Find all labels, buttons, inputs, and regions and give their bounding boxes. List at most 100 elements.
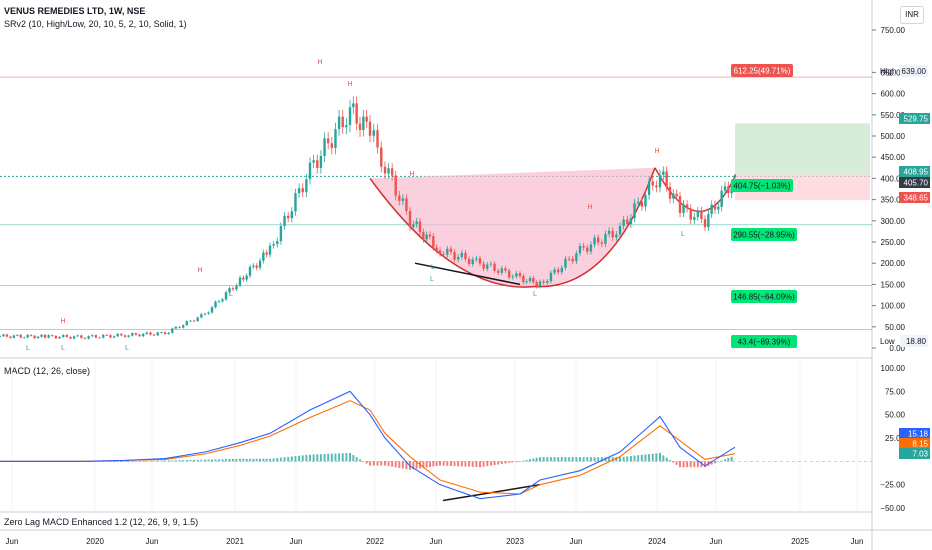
candle-body (61, 335, 65, 337)
candle-body (160, 332, 163, 334)
candle-body (560, 267, 564, 273)
macd-histogram-bar (283, 457, 286, 462)
target-label-bg (731, 64, 793, 77)
macd-histogram-bar (362, 461, 365, 462)
candle-body (504, 268, 507, 271)
candle-body (235, 285, 238, 290)
macd-histogram-bar (309, 454, 311, 462)
macd-histogram-bar (626, 456, 629, 462)
candle-body (496, 270, 500, 273)
candle-body (19, 334, 22, 338)
candle-body (178, 326, 181, 328)
low-marker: L (61, 345, 65, 352)
macd-histogram-bar (189, 459, 192, 462)
currency-badge[interactable]: INR (900, 6, 924, 24)
macd-histogram-bar (582, 457, 585, 462)
macd-histogram-bar (412, 461, 415, 470)
macd-histogram-bar (429, 461, 431, 467)
candle-body (593, 237, 596, 245)
candle-body (655, 185, 658, 188)
macd-histogram-bar (145, 460, 148, 462)
candle-body (358, 123, 362, 131)
time-tick-label: Jun (6, 537, 19, 546)
candle-body (365, 116, 368, 122)
macd-histogram-bar (532, 458, 535, 462)
candle-body (138, 334, 141, 337)
macd-histogram-bar (142, 460, 145, 462)
candle-body (622, 219, 625, 227)
macd-tick-label: 100.00 (881, 364, 906, 373)
price-tick-label: 500.00 (881, 132, 906, 141)
macd-histogram-bar (669, 460, 671, 462)
candle-body (152, 334, 156, 336)
candle-body (12, 335, 16, 338)
candle-body (401, 198, 405, 201)
candle-body (689, 208, 692, 220)
macd-tick-label: 25.00 (885, 434, 906, 443)
candle-body (618, 226, 622, 235)
high-marker: H (347, 81, 352, 88)
macd-histogram-bar (323, 454, 326, 462)
macd-histogram-bar (255, 458, 258, 462)
candle-body (678, 196, 682, 213)
candle-body (181, 325, 185, 328)
macd-histogram-bar (655, 453, 658, 462)
macd-histogram-bar (232, 458, 234, 462)
candle-body (538, 281, 542, 287)
price-tag-bg (899, 448, 930, 459)
candle-body (231, 288, 235, 290)
candle-body (94, 335, 98, 338)
candle-body (589, 244, 593, 252)
macd-histogram-bar (116, 461, 119, 462)
macd-histogram-bar (242, 458, 245, 462)
candle-body (105, 334, 109, 336)
candle-body (546, 281, 549, 283)
price-tag-bg (899, 428, 930, 439)
candle-body (83, 337, 87, 339)
macd-histogram-bar (482, 461, 485, 467)
macd-histogram-bar (235, 458, 238, 462)
macd-histogram-bar (149, 460, 152, 462)
macd-label[interactable]: MACD (12, 26, close) (4, 366, 91, 376)
candle-body (368, 121, 372, 136)
candle-body (604, 233, 607, 244)
candle-body (283, 215, 286, 226)
candle-body (408, 211, 412, 228)
candle-body (390, 168, 394, 176)
price-tag: 15.18 (908, 430, 929, 439)
macd-histogram-bar (204, 459, 206, 462)
candle-body (252, 265, 255, 267)
macd-histogram-bar (120, 461, 123, 462)
candle-body (316, 160, 319, 168)
zlmacd-label[interactable]: Zero Lag MACD Enhanced 1.2 (12, 26, 9, 9… (4, 517, 199, 527)
candle-body (453, 252, 456, 260)
indicator-label[interactable]: SRv2 (10, High/Low, 20, 10, 5, 2, 10, So… (4, 19, 187, 29)
macd-histogram-bar (535, 457, 538, 462)
candle-body (553, 269, 556, 273)
candle-body (511, 276, 514, 278)
macd-histogram-bar (460, 461, 463, 467)
candle-body (112, 336, 116, 338)
level-label: 43.4(−89.39%) (738, 338, 791, 347)
macd-histogram-bar (648, 454, 651, 462)
candle-body (438, 250, 442, 254)
macd-histogram-bar (442, 461, 445, 466)
candle-body (549, 272, 553, 282)
macd-histogram-bar (432, 461, 435, 467)
candle-body (174, 326, 178, 329)
high-marker: H (60, 318, 65, 325)
candle-body (210, 307, 214, 313)
macd-histogram-bar (272, 458, 275, 462)
time-tick-label: Jun (430, 537, 443, 546)
macd-histogram-bar (221, 459, 224, 462)
candle-body (446, 248, 449, 255)
candle-body (647, 181, 651, 195)
candle-body (76, 335, 79, 337)
candle-body (633, 203, 636, 219)
macd-histogram-bar (102, 461, 105, 462)
price-tick-label: 50.00 (885, 323, 906, 332)
candle-body (149, 332, 152, 335)
macd-tick-label: −50.00 (880, 504, 905, 513)
candle-body (696, 210, 700, 217)
